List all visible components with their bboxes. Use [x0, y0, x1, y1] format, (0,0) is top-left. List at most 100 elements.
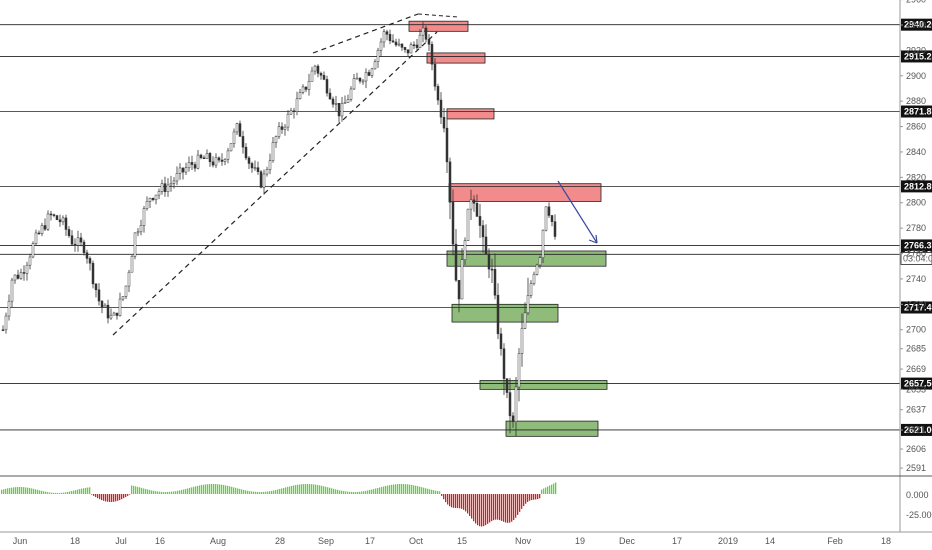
- time-tick-label: 14: [765, 536, 775, 546]
- candle-body: [28, 256, 32, 266]
- oscillator-bar: [509, 494, 511, 523]
- candle-body: [475, 203, 479, 217]
- oscillator-bar: [237, 488, 239, 494]
- oscillator-bar: [245, 490, 247, 494]
- candle-body: [388, 34, 392, 42]
- candle-body: [241, 136, 245, 148]
- oscillator-bar: [11, 487, 13, 494]
- time-tick-label: 18: [70, 536, 80, 546]
- candle-body: [397, 43, 401, 46]
- demand-zone: [505, 420, 599, 437]
- oscillator-bar: [511, 494, 513, 522]
- oscillator-bar: [481, 494, 483, 527]
- oscillator-bar: [541, 489, 543, 494]
- oscillator-bar: [197, 485, 199, 494]
- level-badge-label: 2940.26: [904, 20, 932, 30]
- oscillator-bar: [55, 492, 57, 494]
- oscillator-bar: [71, 491, 73, 494]
- oscillator-bar: [361, 491, 363, 494]
- candle-body: [43, 225, 47, 230]
- oscillator-bar: [271, 490, 273, 494]
- oscillator-bar: [231, 486, 233, 494]
- candle-body: [358, 77, 362, 82]
- candle-body: [214, 157, 218, 166]
- candle-body: [499, 333, 503, 350]
- oscillator-bar: [83, 488, 85, 494]
- candle-body: [328, 92, 332, 100]
- candle-body: [199, 154, 203, 159]
- oscillator-bar: [325, 486, 327, 494]
- oscillator-bar: [467, 494, 469, 514]
- candle-body: [478, 216, 482, 226]
- oscillator-bar: [91, 494, 93, 495]
- price-tick-label: 2840: [906, 147, 926, 157]
- oscillator-bar: [9, 487, 11, 494]
- oscillator-bar: [53, 492, 55, 494]
- candle-body: [184, 167, 188, 173]
- candle-body: [1, 329, 5, 331]
- candle-body: [334, 102, 338, 105]
- oscillator-bar: [43, 491, 45, 494]
- time-tick-label: Jul: [115, 536, 127, 546]
- candle-body: [322, 75, 326, 80]
- candle-body: [73, 243, 77, 246]
- price-tick-label: 2740: [906, 274, 926, 284]
- level-badge: [901, 18, 932, 31]
- level-badge-label: 2915.23: [904, 51, 932, 61]
- candle-body: [292, 110, 296, 113]
- oscillator-bar: [57, 492, 59, 494]
- candle-body: [382, 31, 386, 43]
- oscillator-bar: [269, 491, 271, 494]
- oscillator-bar: [545, 487, 547, 494]
- candle-body: [112, 312, 116, 316]
- oscillator-bar: [369, 490, 371, 494]
- oscillator-bar: [219, 484, 221, 494]
- oscillator-bar: [227, 485, 229, 494]
- candle-body: [40, 225, 44, 234]
- oscillator-bar: [349, 491, 351, 494]
- oscillator-bar: [529, 494, 531, 501]
- oscillator-bar: [257, 491, 259, 494]
- candle-body: [196, 154, 200, 169]
- oscillator-bar: [147, 489, 149, 494]
- oscillator-bar: [47, 492, 49, 494]
- oscillator-bar: [411, 484, 413, 494]
- candle-body: [346, 99, 350, 103]
- oscillator-bar: [213, 484, 215, 494]
- oscillator-bar: [293, 485, 295, 494]
- candle-body: [517, 353, 521, 388]
- oscillator-bar: [99, 494, 101, 500]
- candle-body: [58, 219, 62, 223]
- candle-body: [298, 92, 302, 100]
- oscillator-bar: [61, 492, 63, 494]
- oscillator-bar: [275, 489, 277, 494]
- candle-body: [244, 146, 248, 159]
- candle-body: [274, 136, 278, 143]
- candle-body: [547, 206, 551, 216]
- oscillator-bar: [525, 494, 527, 504]
- oscillator-bar: [463, 494, 465, 510]
- oscillator-bar: [419, 486, 421, 494]
- candle-body: [70, 235, 74, 245]
- oscillator-bar: [485, 494, 487, 526]
- oscillator-bar: [445, 494, 447, 503]
- oscillator-bar: [531, 494, 533, 501]
- oscillator-bar: [15, 487, 17, 494]
- oscillator-bar: [371, 489, 373, 494]
- candle-body: [418, 34, 422, 48]
- oscillator-bar: [547, 486, 549, 494]
- oscillator-bar: [159, 491, 161, 494]
- candle-body: [271, 142, 275, 161]
- candle-body: [181, 167, 185, 173]
- oscillator-bar: [285, 487, 287, 494]
- oscillator-bar: [343, 491, 345, 494]
- oscillator-bar: [503, 494, 505, 522]
- candle-body: [208, 153, 212, 163]
- oscillator-bar: [125, 494, 127, 498]
- oscillator-bar: [77, 489, 79, 494]
- candle-body: [472, 199, 476, 204]
- oscillator-bar: [187, 488, 189, 494]
- projection-arrowhead: [588, 234, 598, 244]
- candle-body: [16, 274, 20, 279]
